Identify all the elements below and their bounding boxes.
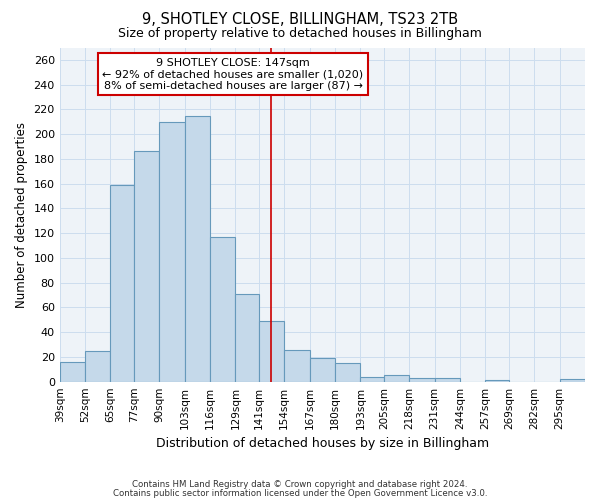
Bar	[434, 378, 460, 382]
Text: Size of property relative to detached houses in Billingham: Size of property relative to detached ho…	[118, 28, 482, 40]
Bar	[110, 185, 134, 382]
Text: Contains HM Land Registry data © Crown copyright and database right 2024.: Contains HM Land Registry data © Crown c…	[132, 480, 468, 489]
Bar	[134, 152, 159, 382]
Bar	[259, 321, 284, 382]
Y-axis label: Number of detached properties: Number of detached properties	[15, 122, 28, 308]
Bar	[560, 379, 585, 382]
Bar	[310, 358, 335, 382]
Bar	[210, 237, 235, 382]
Text: 9, SHOTLEY CLOSE, BILLINGHAM, TS23 2TB: 9, SHOTLEY CLOSE, BILLINGHAM, TS23 2TB	[142, 12, 458, 28]
Bar	[185, 116, 210, 382]
Bar	[235, 294, 259, 382]
X-axis label: Distribution of detached houses by size in Billingham: Distribution of detached houses by size …	[156, 437, 489, 450]
Bar	[384, 376, 409, 382]
Text: 9 SHOTLEY CLOSE: 147sqm
← 92% of detached houses are smaller (1,020)
8% of semi-: 9 SHOTLEY CLOSE: 147sqm ← 92% of detache…	[103, 58, 364, 90]
Bar	[409, 378, 434, 382]
Bar	[361, 376, 384, 382]
Bar	[159, 122, 185, 382]
Bar	[335, 363, 361, 382]
Text: Contains public sector information licensed under the Open Government Licence v3: Contains public sector information licen…	[113, 488, 487, 498]
Bar	[85, 350, 110, 382]
Bar	[485, 380, 509, 382]
Bar	[284, 350, 310, 382]
Bar	[59, 362, 85, 382]
